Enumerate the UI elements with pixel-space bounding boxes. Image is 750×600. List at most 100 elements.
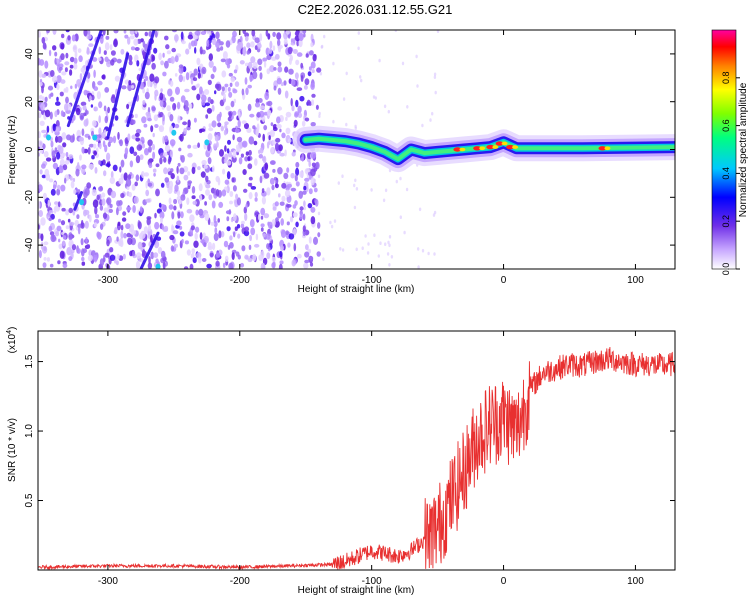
spectrogram-streak [66, 30, 103, 128]
spectrogram-noise-speck [379, 241, 382, 245]
spectrogram-noise-speck [122, 211, 127, 216]
spectrogram-noise-speck [266, 243, 270, 250]
spectrogram-noise-speck [417, 265, 420, 269]
spectrogram-highlight [79, 199, 85, 206]
spectrogram-noise-speck [278, 144, 283, 152]
spectrogram-noise-speck [298, 190, 304, 199]
spectrogram-noise-speck [165, 44, 170, 50]
spectrogram-noise-speck [310, 61, 316, 69]
spectrogram-noise-speck [229, 200, 233, 205]
spectrogram-noise-speck [126, 103, 130, 110]
spectrogram-noise-speck [64, 61, 70, 66]
spectrogram-noise-speck [281, 132, 286, 139]
spectrogram-noise-speck [93, 106, 98, 112]
spectrogram-noise-speck [72, 44, 78, 53]
spectrogram-noise-speck [248, 136, 255, 145]
spectrogram-noise-speck [390, 254, 394, 259]
spectrogram-noise-speck [252, 61, 258, 69]
spectrogram-noise-speck [234, 81, 240, 87]
spectrogram-noise-speck [207, 133, 213, 141]
spectrogram-noise-speck [271, 262, 276, 269]
spectrogram-noise-speck [259, 72, 263, 80]
spectrogram-noise-speck [284, 90, 289, 99]
spectrogram-noise-speck [242, 30, 246, 35]
spectrogram-noise-speck [39, 169, 43, 175]
spectrogram-noise-speck [124, 147, 129, 156]
spectrogram-noise-speck [317, 211, 321, 216]
spectrogram-noise-speck [293, 119, 298, 127]
spectrogram-noise-speck [224, 145, 227, 152]
spectrogram-noise-speck [87, 254, 93, 262]
spectrogram-noise-speck [135, 132, 140, 137]
spectrogram-noise-speck [270, 147, 275, 154]
spectrogram-noise-speck [98, 46, 102, 55]
spectrogram-noise-speck [57, 260, 61, 265]
spectrogram-noise-speck [58, 165, 64, 174]
spectrogram-noise-speck [152, 168, 157, 173]
spectrogram-noise-speck [130, 46, 136, 51]
spectrogram-noise-speck [211, 120, 217, 128]
spectrogram-noise-speck [187, 144, 192, 149]
spectrogram-noise-speck [142, 100, 146, 105]
spectrogram-noise-speck [126, 185, 130, 191]
spectrogram-noise-speck [216, 141, 219, 148]
spectrogram-noise-speck [70, 85, 73, 90]
spectrogram-noise-speck [136, 252, 142, 259]
spectrogram-noise-speck [433, 75, 437, 79]
spectrogram-noise-speck [96, 91, 101, 100]
spectrogram-noise-speck [97, 80, 103, 86]
spectrogram-noise-speck [91, 120, 97, 127]
spectrogram-noise-speck [434, 90, 437, 95]
spectrogram-noise-speck [75, 107, 81, 116]
spectrogram-noise-speck [121, 85, 127, 90]
spectrogram-noise-speck [226, 160, 232, 166]
spectrogram-noise-speck [304, 78, 310, 86]
spectrogram-noise-speck [248, 244, 252, 250]
spectrogram-y-tick-label: 20 [24, 96, 35, 108]
spectrogram-noise-speck [129, 160, 134, 168]
spectrogram-noise-speck [190, 225, 195, 231]
spectrogram-noise-speck [44, 96, 48, 103]
spectrogram-noise-speck [71, 34, 76, 42]
spectrogram-noise-speck [229, 191, 234, 197]
spectrogram-noise-speck [247, 103, 252, 111]
spectrogram-noise-speck [292, 212, 298, 218]
spectrogram-noise-speck [201, 94, 207, 102]
spectrogram-noise-speck [280, 218, 285, 226]
spectrogram-noise-speck [303, 262, 309, 269]
spectrogram-noise-speck [137, 241, 143, 250]
spectrogram-noise-speck [341, 248, 345, 252]
spectrogram-noise-speck [169, 96, 175, 102]
spectrogram-noise-speck [226, 148, 230, 154]
spectrogram-noise-speck [295, 161, 300, 168]
spectrogram-noise-speck [206, 107, 212, 114]
spectrogram-noise-speck [354, 178, 357, 183]
spectrogram-noise-speck [192, 144, 199, 149]
spectrogram-noise-speck [308, 236, 312, 244]
spectrogram-noise-speck [311, 69, 315, 74]
spectrogram-noise-speck [206, 263, 212, 269]
spectrogram-noise-speck [291, 151, 296, 157]
spectrogram-noise-speck [207, 79, 212, 86]
spectrogram-noise-speck [150, 125, 154, 133]
spectrogram-y-tick-label: -20 [24, 190, 35, 205]
spectrogram-noise-speck [256, 111, 261, 118]
spectrogram-noise-speck [258, 254, 264, 262]
spectrogram-noise-speck [315, 104, 319, 110]
spectrogram-noise-speck [60, 43, 65, 50]
spectrogram-noise-speck [88, 163, 95, 170]
spectrogram-noise-speck [313, 236, 318, 245]
spectrogram-noise-speck [152, 151, 156, 160]
spectrogram-noise-speck [48, 178, 54, 183]
spectrogram-noise-speck [103, 50, 107, 55]
spectrogram-noise-speck [224, 255, 229, 262]
spectrogram-noise-speck [38, 57, 41, 66]
spectrogram-noise-speck [264, 162, 269, 171]
spectrogram-noise-speck [87, 72, 91, 79]
spectrogram-noise-speck [162, 52, 165, 58]
spectrogram-noise-speck [302, 213, 306, 221]
spectrogram-noise-speck [215, 189, 220, 197]
spectrogram-noise-speck [65, 30, 70, 33]
spectrogram-noise-speck [182, 76, 186, 82]
